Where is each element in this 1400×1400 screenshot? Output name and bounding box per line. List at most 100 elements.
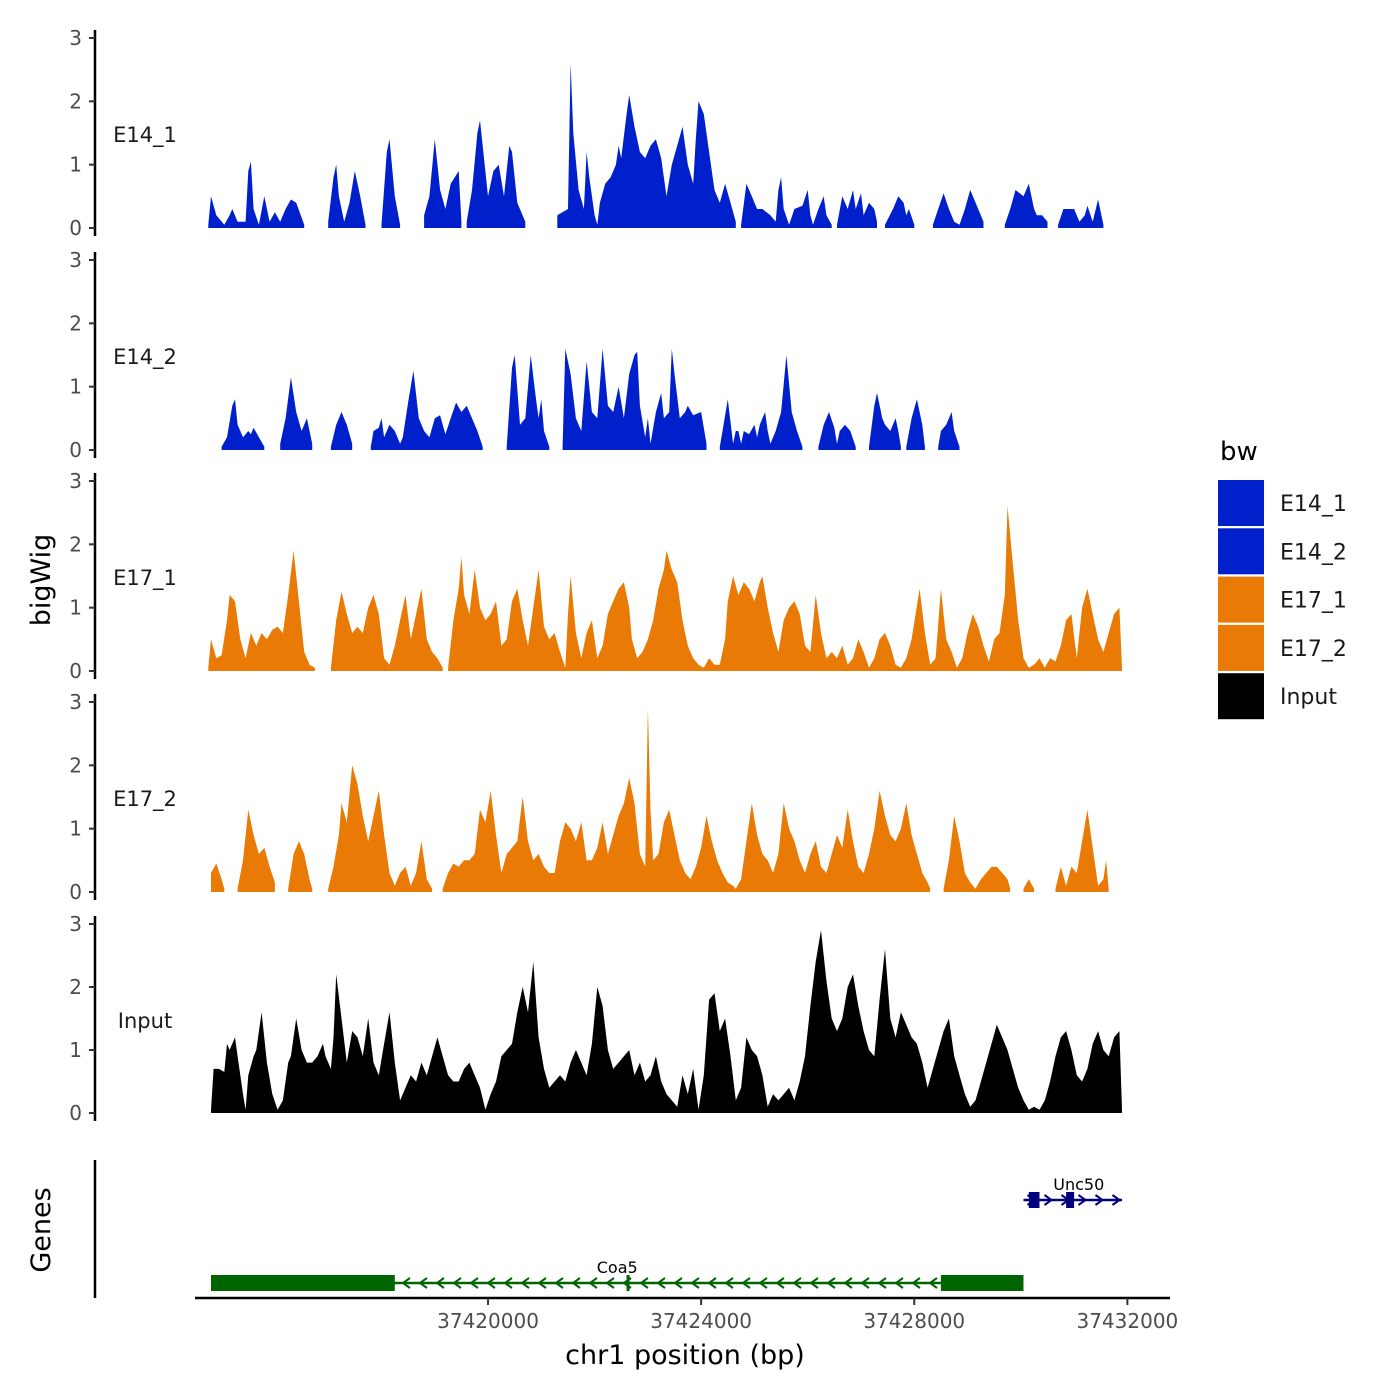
y-tick-label: 1 — [69, 1038, 82, 1062]
strand-chevron — [588, 1277, 598, 1289]
gene-exon — [210, 1275, 395, 1291]
legend-entry-e14_1: E14_1 — [1218, 480, 1347, 526]
legend-entry-e17_2: E17_2 — [1218, 624, 1347, 671]
strand-chevron — [571, 1277, 581, 1289]
gene-unc50: Unc50 — [1023, 1175, 1123, 1208]
track-e14_2: 0 1 2 3 E14_2 — [69, 248, 960, 462]
coverage-area — [328, 164, 366, 228]
legend: bw E14_1 E14_2 E17_1 E17_2 Input — [1218, 437, 1347, 720]
coverage-area — [885, 196, 915, 228]
strand-chevron — [554, 1277, 564, 1289]
legend-title: bw — [1220, 437, 1258, 467]
coverage-area — [506, 355, 550, 450]
legend-swatch — [1218, 673, 1264, 720]
coverage-area — [719, 355, 803, 450]
legend-label: E14_1 — [1280, 492, 1347, 517]
track-e17_1: 0 1 2 3 E17_1 — [69, 469, 1123, 683]
coverage-area — [741, 177, 832, 228]
legend-swatch — [1218, 528, 1264, 575]
coverage-area — [557, 63, 736, 228]
y-tick-label: 1 — [69, 153, 82, 177]
coverage-area — [211, 863, 225, 892]
coverage-area — [932, 190, 984, 228]
x-axis-title: chr1 position (bp) — [565, 1340, 805, 1371]
y-tick-label: 0 — [69, 216, 82, 240]
track-label: E14_2 — [113, 345, 177, 370]
strand-chevron — [1094, 1194, 1105, 1206]
strand-chevron — [775, 1277, 785, 1289]
coverage-area — [370, 370, 483, 450]
strand-chevron — [707, 1277, 717, 1289]
strand-chevron — [452, 1277, 462, 1289]
strand-chevron — [724, 1277, 734, 1289]
strand-chevron — [809, 1277, 819, 1289]
x-axis: 37420000 37424000 37428000 37432000 — [195, 1296, 1178, 1333]
coverage-area — [837, 190, 877, 228]
gene-coa5: Coa5 — [210, 1258, 1024, 1291]
y-tick-label: 1 — [69, 375, 82, 399]
legend-swatch — [1218, 480, 1264, 526]
strand-chevron — [911, 1277, 921, 1289]
y-tick-label: 0 — [69, 659, 82, 683]
coverage-area — [869, 393, 901, 450]
strand-chevron — [435, 1277, 445, 1289]
coverage-area — [221, 399, 265, 450]
strand-chevron — [537, 1277, 547, 1289]
y-tick-label: 2 — [69, 89, 82, 113]
coverage-area — [381, 139, 401, 228]
x-tick-label: 37428000 — [863, 1309, 965, 1333]
coverage-area — [818, 412, 856, 450]
coverage-area — [943, 816, 1011, 892]
y-tick-label: 2 — [69, 532, 82, 556]
gene-exon — [1066, 1192, 1075, 1208]
y-tick-label: 3 — [69, 26, 82, 50]
strand-chevron — [826, 1277, 836, 1289]
legend-swatch — [1218, 576, 1264, 623]
y-tick-label: 2 — [69, 311, 82, 335]
y-tick-label: 3 — [69, 912, 82, 936]
strand-chevron — [792, 1277, 802, 1289]
coverage-area — [208, 550, 315, 671]
legend-entry-input: Input — [1218, 673, 1337, 720]
strand-chevron — [928, 1277, 938, 1289]
coverage-area — [237, 809, 275, 892]
genes-axis-title: Genes — [26, 1187, 57, 1272]
gene-label: Coa5 — [597, 1258, 638, 1277]
strand-chevron — [1111, 1194, 1122, 1206]
strand-chevron — [758, 1277, 768, 1289]
coverage-area — [328, 765, 433, 892]
gene-label: Unc50 — [1053, 1175, 1104, 1194]
track-label: Input — [118, 1009, 172, 1033]
coverage-area — [1023, 879, 1035, 892]
strand-chevron — [401, 1277, 411, 1289]
y-tick-label: 3 — [69, 248, 82, 272]
strand-chevron — [656, 1277, 666, 1289]
strand-chevron — [503, 1277, 513, 1289]
gene-exon — [626, 1275, 630, 1291]
coverage-area — [466, 120, 526, 228]
coverage-area — [906, 399, 925, 450]
legend-entry-e14_2: E14_2 — [1218, 528, 1347, 575]
legend-label: Input — [1280, 685, 1337, 710]
y-tick-label: 1 — [69, 596, 82, 620]
track-input: 0 1 2 3 Input — [69, 912, 1122, 1125]
coverage-area — [562, 348, 707, 450]
gene-exon — [1028, 1192, 1040, 1208]
strand-chevron — [605, 1277, 615, 1289]
strand-chevron — [418, 1277, 428, 1289]
genes-layer: Unc50 Coa5 — [93, 1160, 1123, 1298]
x-tick-label: 37420000 — [437, 1309, 539, 1333]
coverage-area — [330, 412, 353, 450]
coverage-area — [938, 412, 960, 450]
legend-label: E14_2 — [1280, 540, 1347, 565]
y-tick-label: 2 — [69, 975, 82, 999]
y-tick-label: 0 — [69, 880, 82, 904]
strand-chevron — [860, 1277, 870, 1289]
track-e14_1: 0 1 2 3 E14_1 — [69, 26, 1104, 240]
coverage-area — [280, 377, 313, 450]
coverage-area — [211, 930, 1122, 1113]
strand-chevron — [894, 1277, 904, 1289]
strand-chevron — [520, 1277, 530, 1289]
y-tick-label: 2 — [69, 753, 82, 777]
coverage-area — [330, 588, 443, 671]
